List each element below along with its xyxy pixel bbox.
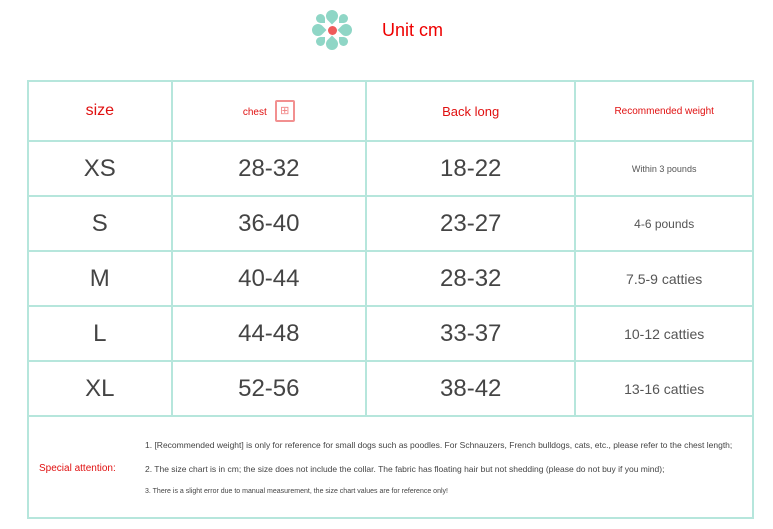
note-item: 2. The size chart is in cm; the size doe… <box>145 463 665 474</box>
notes-cell: Special attention: 1. [Recommended weigh… <box>27 415 754 519</box>
unit-label: Unit cm <box>382 19 444 40</box>
header-row: size chest ⊞ Back long Recommended weight <box>27 80 754 142</box>
back-cell: 23-27 <box>365 195 577 252</box>
note-item: 3. There is a slight error due to manual… <box>145 487 448 495</box>
chest-cell: 52-56 <box>170 360 368 417</box>
size-cell: M <box>27 250 173 307</box>
stamp-icon: ⊞ <box>274 100 295 122</box>
chest-cell: 36-40 <box>170 195 368 252</box>
col-weight: Recommended weight <box>574 80 754 142</box>
notes-label: Special attention: <box>39 463 116 474</box>
table-row: S 36-40 23-27 4-6 pounds <box>27 195 754 252</box>
table-row: L 44-48 33-37 10-12 catties <box>27 305 754 362</box>
col-chest: chest ⊞ <box>170 80 368 142</box>
notes-row: Special attention: 1. [Recommended weigh… <box>27 415 754 519</box>
back-cell: 18-22 <box>365 140 577 197</box>
weight-cell: Within 3 pounds <box>574 140 754 197</box>
table-row: XS 28-32 18-22 Within 3 pounds <box>27 140 754 197</box>
size-cell: L <box>27 305 173 362</box>
back-cell: 33-37 <box>365 305 577 362</box>
size-cell: S <box>27 195 173 252</box>
size-cell: XL <box>27 360 173 417</box>
weight-cell: 10-12 catties <box>574 305 754 362</box>
chest-cell: 40-44 <box>170 250 368 307</box>
back-cell: 38-42 <box>365 360 577 417</box>
back-cell: 28-32 <box>365 250 577 307</box>
note-item: 1. [Recommended weight] is only for refe… <box>145 439 733 450</box>
table-row: M 40-44 28-32 7.5-9 catties <box>27 250 754 307</box>
chest-cell: 28-32 <box>170 140 368 197</box>
header: Unit cm <box>309 7 444 53</box>
table-row: XL 52-56 38-42 13-16 catties <box>27 360 754 417</box>
col-back: Back long <box>365 80 577 142</box>
weight-cell: 13-16 catties <box>574 360 754 417</box>
size-cell: XS <box>27 140 173 197</box>
col-chest-label: chest <box>242 107 267 119</box>
weight-cell: 7.5-9 catties <box>574 250 754 307</box>
size-chart-table: size chest ⊞ Back long Recommended weight… <box>27 80 754 519</box>
flower-logo-icon <box>309 7 355 53</box>
weight-cell: 4-6 pounds <box>574 195 754 252</box>
col-size: size <box>27 80 173 142</box>
chest-cell: 44-48 <box>170 305 368 362</box>
